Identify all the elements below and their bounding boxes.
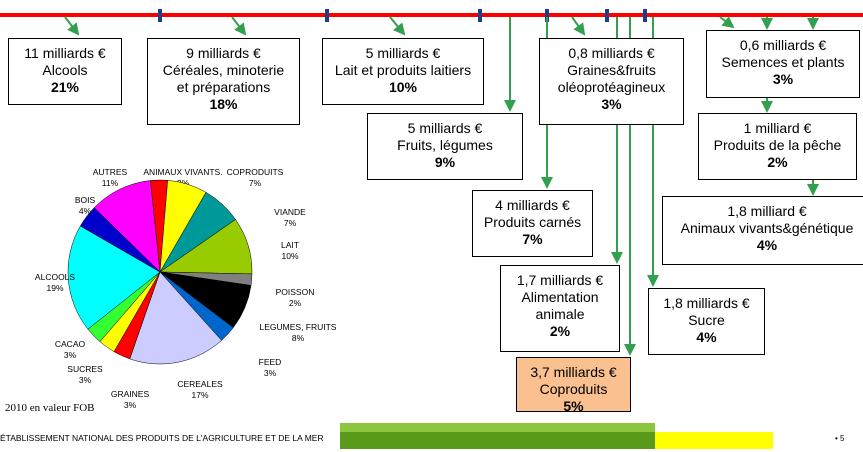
band (340, 423, 655, 432)
pie-percent: 3% (264, 368, 277, 378)
box-line: 5 milliards € (365, 45, 441, 61)
export-box: 1,8 milliards € Sucre 4% (648, 288, 765, 355)
box-share: 3% (772, 71, 794, 87)
pie-percent: 8% (292, 333, 305, 343)
box-line: 1,7 milliards € (516, 272, 604, 288)
box-share: 5% (563, 398, 584, 414)
pie-label: ANIMAUX VIVANTS. (143, 167, 222, 177)
export-box: 9 milliards € Céréales, minoterie et prépa… (147, 38, 300, 125)
box-line: 3,7 milliards € (530, 364, 617, 380)
export-box: 0,6 milliards € Semences et plants 3% (706, 30, 860, 98)
pie-percent: 7% (249, 178, 262, 188)
pie-slice (93, 180, 161, 273)
box-line: Animaux vivants&génétique (680, 220, 854, 236)
pie-label: ALCOOLS (35, 272, 75, 282)
box-line: 11 milliards € (24, 45, 106, 61)
pie-label: SUCRES (67, 364, 103, 374)
pie-percent: 11% (102, 178, 119, 188)
org: ÉTABLISSEMENT NATIONAL DES PRODUITS DE L… (0, 433, 324, 443)
export-box: 5 milliards € Lait et produits laitiers 10… (322, 38, 484, 105)
pie-label: VIANDE (274, 207, 306, 217)
box-line: Coproduits (539, 381, 608, 397)
pie-label: BOIS (75, 195, 96, 205)
box-share: 9% (434, 154, 456, 170)
box-line: 9 milliards € (186, 45, 261, 61)
export-box: 4 milliards € Produits carnés 7% (472, 190, 593, 257)
pie-label: AUTRES (93, 167, 128, 177)
box-line: 1,8 milliard € (727, 203, 807, 219)
box-share: 10% (388, 79, 418, 95)
export-box: 0,8 milliards € Graines&fruits oléoprotéag… (539, 38, 684, 125)
box-line: 0,6 milliards € (739, 37, 827, 53)
ticks (158, 9, 647, 22)
box-share: 21% (50, 79, 80, 95)
band (655, 432, 773, 449)
box-line: et préparations (176, 79, 271, 95)
box-line: 4 milliards € (495, 197, 570, 213)
box-line: Lait et produits laitiers (334, 62, 472, 78)
pie-label: CEREALES (177, 379, 223, 389)
pie-percent: 7% (284, 218, 297, 228)
box-share: 4% (756, 237, 778, 253)
box-share: 2% (767, 154, 788, 170)
box-share: 4% (696, 329, 717, 345)
pie-label: LEGUMES, FRUITS (260, 322, 337, 332)
box-line: Produits de la pêche (713, 137, 842, 153)
export-box: 11 milliards € Alcools 21% (8, 38, 122, 105)
pie-label: LAIT (281, 240, 299, 250)
box-line: Sucre (688, 312, 725, 328)
box-share: 2% (549, 323, 571, 339)
box-line: Alcools (42, 62, 88, 78)
box-line: Produits carnés (483, 214, 582, 230)
export-box: 1,8 milliard € Animaux vivants&génétique 4… (662, 196, 863, 265)
box-share: 18% (209, 96, 238, 112)
box-line: Fruits, légumes (397, 137, 493, 153)
box-line: 5 milliards € (407, 120, 483, 136)
box-line: oléoprotéagineux (557, 79, 666, 95)
pie-percent: 3% (124, 400, 137, 410)
pie-label: POISSON (276, 287, 315, 297)
pie-label: CACAO (55, 339, 86, 349)
export-box: 3,7 milliards € Coproduits 5% (516, 357, 631, 414)
pie-percent: 2% (289, 298, 302, 308)
pie-percent: 4% (79, 206, 92, 216)
pie-percent: 19% (46, 283, 63, 293)
box-share: 7% (522, 231, 543, 247)
pie-label: FEED (259, 357, 282, 367)
pie-slice (67, 225, 161, 330)
pie-percent: 10% (281, 251, 298, 261)
pie-label: COPRODUITS (227, 167, 284, 177)
box-line: Alimentation (521, 289, 599, 305)
page-number: • 5 (835, 434, 845, 443)
box-line: 1,8 milliards € (663, 295, 750, 311)
box-line: animale (535, 306, 585, 322)
note: 2010 en valeur FOB (5, 402, 95, 414)
export-box: 5 milliards € Fruits, légumes 9% (367, 113, 523, 180)
pie-slice (129, 271, 222, 365)
box-line: Semences et plants (721, 54, 845, 70)
box-line: 1 milliard € (743, 120, 812, 136)
export-box: 1,7 milliards € Alimentation animale 2% (500, 265, 620, 352)
export-box: 1 milliard € Produits de la pêche 2% (698, 113, 857, 180)
box-share: 3% (601, 96, 622, 112)
pie-percent: 17% (191, 390, 208, 400)
band (340, 432, 655, 449)
pie-percent: 3% (79, 375, 92, 385)
pie-label: GRAINES (111, 389, 150, 399)
pie-percent: 3% (64, 350, 77, 360)
box-line: Graines&fruits (567, 62, 656, 78)
box-line: Céréales, minoterie (162, 62, 285, 78)
box-line: 0,8 milliards € (568, 45, 655, 61)
